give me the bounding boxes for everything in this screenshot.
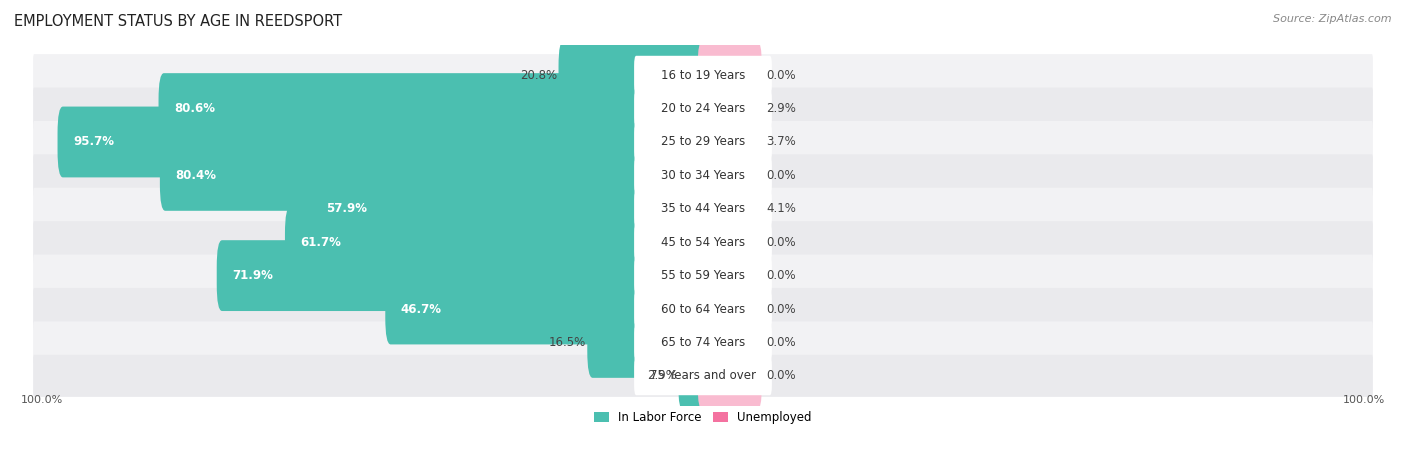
FancyBboxPatch shape: [34, 54, 1372, 96]
FancyBboxPatch shape: [634, 56, 772, 95]
FancyBboxPatch shape: [634, 290, 772, 328]
FancyBboxPatch shape: [697, 274, 762, 345]
FancyBboxPatch shape: [697, 40, 762, 110]
FancyBboxPatch shape: [311, 173, 709, 244]
FancyBboxPatch shape: [634, 156, 772, 195]
FancyBboxPatch shape: [697, 207, 762, 278]
FancyBboxPatch shape: [160, 140, 709, 211]
Text: 2.9%: 2.9%: [647, 369, 676, 382]
FancyBboxPatch shape: [34, 221, 1372, 263]
FancyBboxPatch shape: [697, 341, 762, 411]
Text: 0.0%: 0.0%: [766, 69, 796, 82]
Text: 0.0%: 0.0%: [766, 169, 796, 182]
FancyBboxPatch shape: [634, 123, 772, 161]
Text: 55 to 59 Years: 55 to 59 Years: [661, 269, 745, 282]
FancyBboxPatch shape: [634, 223, 772, 262]
Text: 0.0%: 0.0%: [766, 236, 796, 249]
FancyBboxPatch shape: [34, 288, 1372, 330]
FancyBboxPatch shape: [34, 355, 1372, 397]
FancyBboxPatch shape: [697, 307, 762, 378]
Text: 61.7%: 61.7%: [301, 236, 342, 249]
FancyBboxPatch shape: [285, 207, 709, 278]
FancyBboxPatch shape: [678, 341, 709, 411]
Text: 35 to 44 Years: 35 to 44 Years: [661, 202, 745, 215]
FancyBboxPatch shape: [34, 154, 1372, 197]
FancyBboxPatch shape: [58, 106, 709, 177]
Text: 100.0%: 100.0%: [1343, 395, 1385, 405]
Text: 30 to 34 Years: 30 to 34 Years: [661, 169, 745, 182]
Text: 0.0%: 0.0%: [766, 369, 796, 382]
FancyBboxPatch shape: [34, 121, 1372, 163]
Text: EMPLOYMENT STATUS BY AGE IN REEDSPORT: EMPLOYMENT STATUS BY AGE IN REEDSPORT: [14, 14, 342, 28]
Text: 4.1%: 4.1%: [766, 202, 796, 215]
FancyBboxPatch shape: [634, 356, 772, 395]
FancyBboxPatch shape: [634, 256, 772, 295]
FancyBboxPatch shape: [634, 323, 772, 362]
Text: 46.7%: 46.7%: [401, 303, 441, 316]
FancyBboxPatch shape: [634, 189, 772, 228]
Text: 57.9%: 57.9%: [326, 202, 367, 215]
FancyBboxPatch shape: [34, 254, 1372, 297]
FancyBboxPatch shape: [697, 140, 762, 211]
Text: 65 to 74 Years: 65 to 74 Years: [661, 336, 745, 349]
Text: 0.0%: 0.0%: [766, 336, 796, 349]
FancyBboxPatch shape: [34, 87, 1372, 129]
Text: 0.0%: 0.0%: [766, 269, 796, 282]
Text: 71.9%: 71.9%: [232, 269, 273, 282]
Text: 60 to 64 Years: 60 to 64 Years: [661, 303, 745, 316]
Text: 80.4%: 80.4%: [176, 169, 217, 182]
Text: 25 to 29 Years: 25 to 29 Years: [661, 135, 745, 148]
Legend: In Labor Force, Unemployed: In Labor Force, Unemployed: [589, 406, 817, 429]
Text: 20 to 24 Years: 20 to 24 Years: [661, 102, 745, 115]
Text: 20.8%: 20.8%: [520, 69, 557, 82]
Text: 100.0%: 100.0%: [21, 395, 63, 405]
Text: 0.0%: 0.0%: [766, 303, 796, 316]
FancyBboxPatch shape: [217, 240, 709, 311]
Text: Source: ZipAtlas.com: Source: ZipAtlas.com: [1274, 14, 1392, 23]
FancyBboxPatch shape: [385, 274, 709, 345]
FancyBboxPatch shape: [697, 73, 762, 144]
FancyBboxPatch shape: [588, 307, 709, 378]
FancyBboxPatch shape: [697, 240, 762, 311]
Text: 95.7%: 95.7%: [73, 135, 114, 148]
Text: 2.9%: 2.9%: [766, 102, 796, 115]
FancyBboxPatch shape: [34, 322, 1372, 364]
Text: 45 to 54 Years: 45 to 54 Years: [661, 236, 745, 249]
FancyBboxPatch shape: [34, 188, 1372, 230]
Text: 3.7%: 3.7%: [766, 135, 796, 148]
Text: 16 to 19 Years: 16 to 19 Years: [661, 69, 745, 82]
Text: 75 Years and over: 75 Years and over: [650, 369, 756, 382]
FancyBboxPatch shape: [697, 173, 762, 244]
Text: 16.5%: 16.5%: [548, 336, 586, 349]
FancyBboxPatch shape: [634, 89, 772, 128]
FancyBboxPatch shape: [558, 40, 709, 110]
Text: 80.6%: 80.6%: [174, 102, 215, 115]
FancyBboxPatch shape: [159, 73, 709, 144]
FancyBboxPatch shape: [697, 106, 762, 177]
